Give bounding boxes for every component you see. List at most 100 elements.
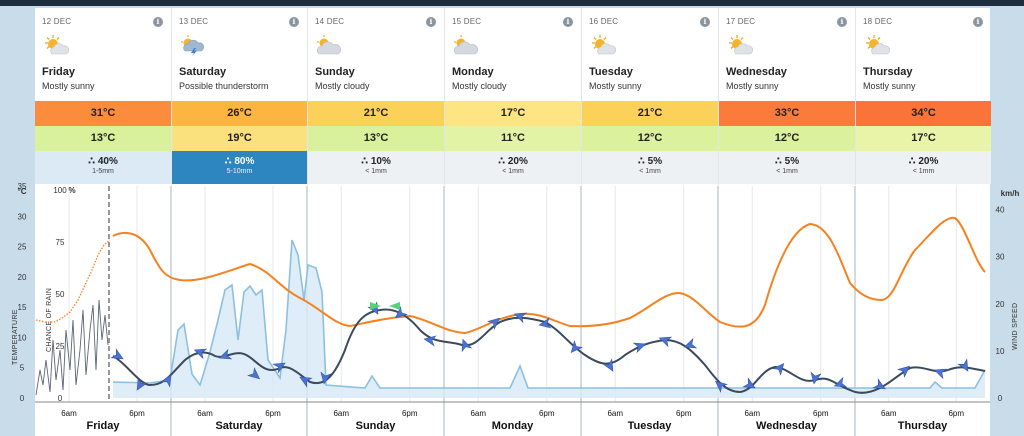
rain-tick: 25 <box>56 342 65 351</box>
high-temperature: 31°C <box>35 101 171 126</box>
wind-direction-arrow-icon <box>658 336 673 348</box>
temperature-tick: 35 <box>18 182 27 191</box>
wind-gust-arrow-icon <box>389 302 400 310</box>
sun-cloud-icon <box>862 34 892 56</box>
rain-percent: 20% <box>918 156 939 167</box>
day-date: 15 DEC <box>452 17 482 26</box>
wind-direction-arrow-icon <box>602 358 614 372</box>
cloud-sun-icon <box>451 34 481 56</box>
rain-chance: ∴ 20% < 1mm <box>856 151 991 184</box>
info-icon[interactable]: i <box>426 17 436 27</box>
day-description: Mostly sunny <box>863 81 916 91</box>
day-date: 16 DEC <box>589 17 619 26</box>
rain-tick: 100 <box>53 186 67 195</box>
sun-cloud-icon <box>725 34 755 56</box>
wind-direction-arrow-icon <box>872 378 886 390</box>
temperature-tick: 15 <box>18 303 27 312</box>
rain-drops-icon: ∴ <box>774 156 782 167</box>
day-name: Friday <box>42 66 76 78</box>
temperature-axis-label: TEMPERATURE <box>12 309 19 365</box>
wind-direction-arrow-icon <box>570 340 583 354</box>
hour-tick-label: 6am <box>61 409 77 418</box>
day-description: Mostly sunny <box>42 81 95 91</box>
cloud-sun-icon <box>314 34 344 56</box>
rain-amount: < 1mm <box>502 168 524 175</box>
wind-direction-arrow-icon <box>160 374 172 388</box>
low-temperature: 19°C <box>172 126 307 151</box>
day-date: 13 DEC <box>179 17 209 26</box>
hour-tick-label: 6am <box>881 409 897 418</box>
day-column-wednesday[interactable]: 17 DEC i Wednesday Mostly sunny 33°C 12°… <box>718 8 855 185</box>
forecast-panel: 12 DEC i Friday Mostly sunny 31°C 13°C ∴… <box>35 8 991 436</box>
info-icon[interactable]: i <box>289 17 299 27</box>
hour-tick-label: 6pm <box>129 409 145 418</box>
high-temperature: 17°C <box>445 101 581 126</box>
rain-percent: 10% <box>370 156 391 167</box>
info-icon[interactable]: i <box>837 17 847 27</box>
wind-direction-arrow-icon <box>833 376 848 388</box>
day-description: Mostly sunny <box>589 81 642 91</box>
sun-cloud-icon <box>588 34 618 56</box>
day-column-friday[interactable]: 12 DEC i Friday Mostly sunny 31°C 13°C ∴… <box>35 8 171 185</box>
info-icon[interactable]: i <box>153 17 163 27</box>
info-icon[interactable]: i <box>973 17 983 27</box>
wind-direction-arrow-icon <box>136 377 148 391</box>
rain-axis-label: CHANCE OF RAIN <box>46 288 53 352</box>
rain-chance: ∴ 20% < 1mm <box>445 151 581 184</box>
temperature-tick: 10 <box>18 333 27 342</box>
rain-drops-icon: ∴ <box>498 156 506 167</box>
day-axis-label: Saturday <box>215 420 263 432</box>
rain-amount: < 1mm <box>365 168 387 175</box>
hour-tick-label: 6pm <box>265 409 281 418</box>
day-column-sunday[interactable]: 14 DEC i Sunday Mostly cloudy 21°C 13°C … <box>307 8 444 185</box>
rain-tick: 75 <box>56 238 65 247</box>
rain-percent: 5% <box>647 156 663 167</box>
day-column-thursday[interactable]: 18 DEC i Thursday Mostly sunny 34°C 17°C… <box>855 8 991 185</box>
rain-unit: % <box>68 186 75 195</box>
temperature-tick: 5 <box>20 364 25 373</box>
day-name: Wednesday <box>726 66 787 78</box>
rain-percent: 80% <box>234 156 255 167</box>
day-axis-label: Sunday <box>356 420 397 432</box>
day-axis-label: Thursday <box>898 420 948 432</box>
high-temperature: 34°C <box>856 101 991 126</box>
temperature-unit: °C <box>18 187 27 196</box>
hour-tick-label: 6pm <box>813 409 829 418</box>
wind-direction-arrow-icon <box>538 317 552 329</box>
day-name: Monday <box>452 66 494 78</box>
thunderstorm-icon <box>178 34 208 57</box>
day-name: Thursday <box>863 66 913 78</box>
wind-direction-arrow-icon <box>193 348 208 360</box>
wind-tick: 40 <box>996 206 1005 215</box>
high-temperature: 33°C <box>719 101 855 126</box>
rain-drops-icon: ∴ <box>224 156 232 167</box>
day-name: Saturday <box>179 66 227 78</box>
day-column-saturday[interactable]: 13 DEC i Saturday Possible thunderstorm … <box>171 8 307 185</box>
day-column-tuesday[interactable]: 16 DEC i Tuesday Mostly sunny 21°C 12°C … <box>581 8 718 185</box>
info-icon[interactable]: i <box>563 17 573 27</box>
rain-amount: 1-5mm <box>92 168 114 175</box>
info-icon[interactable]: i <box>700 17 710 27</box>
low-temperature: 13°C <box>308 126 444 151</box>
temperature-line <box>112 216 986 335</box>
temperature-tick: 0 <box>20 394 25 403</box>
hour-tick-label: 6pm <box>402 409 418 418</box>
wind-tick: 30 <box>996 253 1005 262</box>
wind-direction-arrow-icon <box>461 338 473 353</box>
high-temperature: 26°C <box>172 101 307 126</box>
day-column-monday[interactable]: 15 DEC i Monday Mostly cloudy 17°C 11°C … <box>444 8 581 185</box>
wind-direction-arrow-icon <box>513 312 528 324</box>
wind-direction-arrow-icon <box>772 362 785 376</box>
wind-direction-arrow-icon <box>299 376 313 388</box>
hour-tick-label: 6am <box>607 409 623 418</box>
rain-tick: 50 <box>56 290 65 299</box>
wind-direction-arrow-icon <box>272 362 286 374</box>
rain-percent: 20% <box>507 156 528 167</box>
hour-tick-label: 6pm <box>676 409 692 418</box>
wind-direction-arrow-icon <box>957 358 969 372</box>
wind-unit: km/h <box>1001 189 1020 198</box>
top-bar <box>0 0 1024 6</box>
high-temperature: 21°C <box>582 101 718 126</box>
day-axis-label: Monday <box>492 420 534 432</box>
